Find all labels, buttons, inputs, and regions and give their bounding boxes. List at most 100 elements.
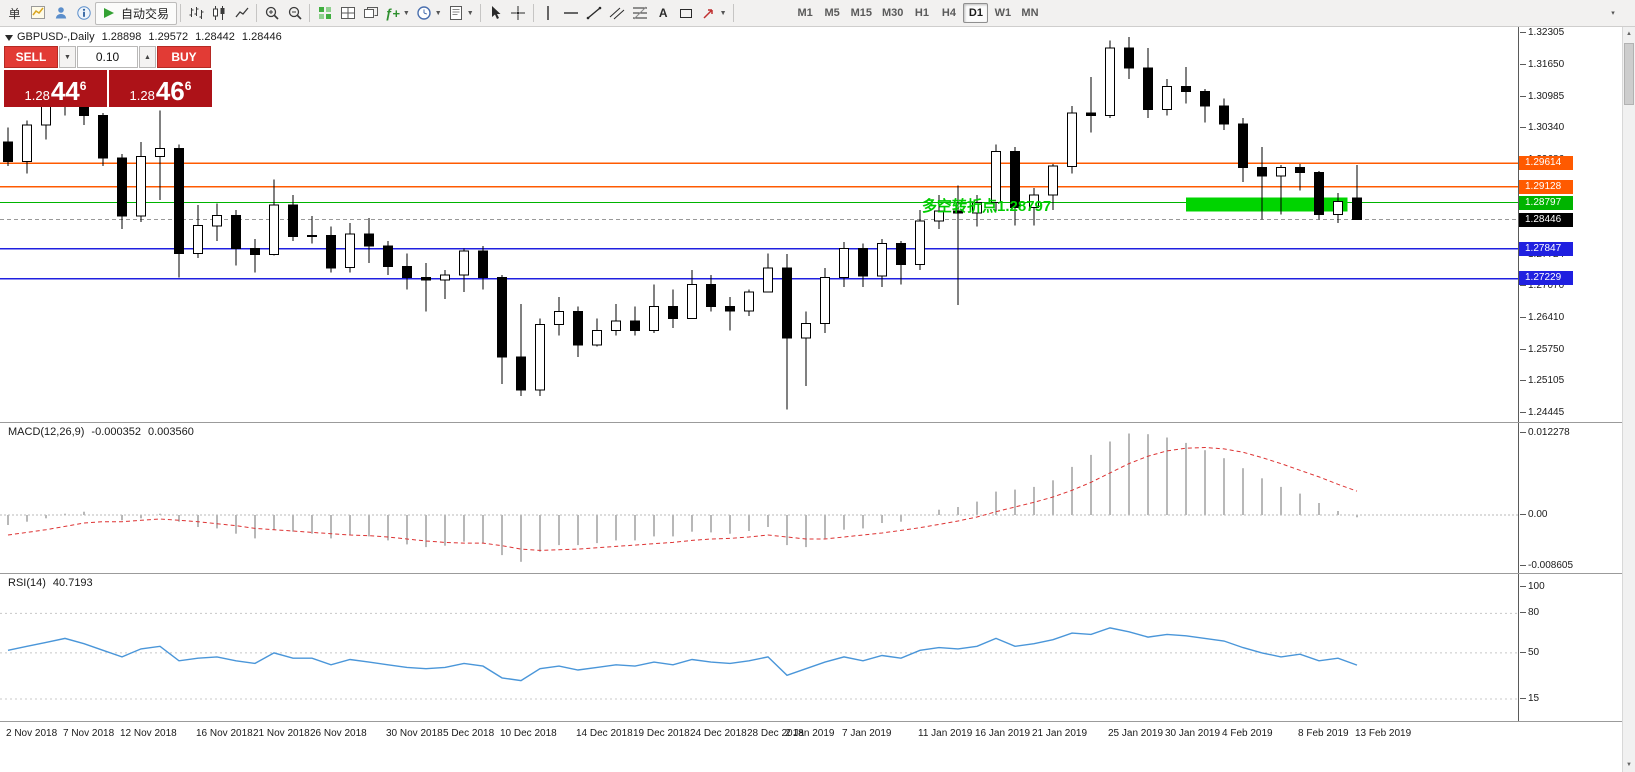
- macd-chart-area[interactable]: MACD(12,26,9) -0.000352 0.003560: [0, 423, 1518, 573]
- buy-price-display[interactable]: 1.28 46 6: [109, 70, 212, 107]
- chevron-down-icon: ▼: [466, 9, 474, 17]
- pivot-annotation-text[interactable]: 多空转折点1.28797: [922, 198, 1052, 215]
- price-axis-tick: 1.30985: [1519, 91, 1565, 102]
- date-label: 30 Nov 2018: [386, 728, 443, 739]
- macd-name: MACD(12,26,9): [8, 426, 85, 438]
- chevron-down-icon: ▼: [719, 9, 727, 17]
- zoom-in-icon[interactable]: [260, 2, 283, 25]
- price-axis-tick: 1.30340: [1519, 122, 1565, 133]
- indicators-button[interactable]: ƒ+ ▼: [382, 2, 413, 25]
- price-tag-1.28446[interactable]: 1.28446: [1519, 213, 1573, 227]
- price-tag-1.29614[interactable]: 1.29614: [1519, 156, 1573, 170]
- line-chart-icon[interactable]: [230, 2, 253, 25]
- crosshair-icon[interactable]: [507, 2, 530, 25]
- one-click-trading-panel: SELL ▼ 0.10 ▲ BUY 1.28 44 6 1.28 46 6: [4, 46, 212, 107]
- candlestick-chart-icon[interactable]: [207, 2, 230, 25]
- text-a-glyph: A: [658, 6, 668, 20]
- fibonacci-icon[interactable]: [629, 2, 652, 25]
- bar-chart-icon[interactable]: [184, 2, 207, 25]
- tile-windows-icon[interactable]: [336, 2, 359, 25]
- macd-axis: 0.012278 0.00 -0.008605: [1518, 423, 1622, 573]
- price-chart-area[interactable]: GBPUSD-,Daily 1.28898 1.29572 1.28442 1.…: [0, 27, 1518, 422]
- sell-price-display[interactable]: 1.28 44 6: [4, 70, 107, 107]
- rsi-value: 40.7193: [52, 577, 93, 589]
- ohlc-close: 1.28446: [241, 31, 282, 43]
- toolbar-overflow-icon[interactable]: ▾: [1601, 2, 1624, 25]
- zoom-out-icon[interactable]: [283, 2, 306, 25]
- timeframe-m1[interactable]: M1: [793, 3, 818, 23]
- horizontal-line-icon[interactable]: [560, 2, 583, 25]
- price-axis-tick: 1.25105: [1519, 375, 1565, 386]
- scrollbar-thumb[interactable]: [1624, 43, 1634, 105]
- date-label: 7 Jan 2019: [842, 728, 892, 739]
- timeframe-mn[interactable]: MN: [1017, 3, 1042, 23]
- equidistant-channel-icon[interactable]: [606, 2, 629, 25]
- templates-button[interactable]: ▼: [445, 2, 477, 25]
- price-tag-1.27847[interactable]: 1.27847: [1519, 242, 1573, 256]
- date-label: 28 Dec 2018: [747, 728, 804, 739]
- time-axis-row: 2 Nov 2018 7 Nov 2018 12 Nov 2018 16 Nov 20…: [0, 722, 1635, 772]
- price-tag-1.29128[interactable]: 1.29128: [1519, 180, 1573, 194]
- data-window-icon[interactable]: [72, 2, 95, 25]
- rsi-axis-tick: 50: [1519, 647, 1540, 658]
- price-tag-1.28797[interactable]: 1.28797: [1519, 196, 1573, 210]
- chevron-down-icon: ▼: [64, 53, 71, 61]
- timeframe-h1[interactable]: H1: [909, 3, 934, 23]
- timeframe-toolbar: M1 M5 M15 M30 H1 H4 D1 W1 MN: [793, 3, 1043, 23]
- price-chart-panel: GBPUSD-,Daily 1.28898 1.29572 1.28442 1.…: [0, 27, 1635, 423]
- timeframe-w1[interactable]: W1: [990, 3, 1015, 23]
- macd-axis-tick: 0.00: [1519, 509, 1548, 520]
- chart-ohlc-title: GBPUSD-,Daily 1.28898 1.29572 1.28442 1.…: [17, 31, 282, 43]
- cascade-windows-icon[interactable]: [359, 2, 382, 25]
- macd-main-value: -0.000352: [91, 426, 141, 438]
- new-chart-icon[interactable]: [26, 2, 49, 25]
- rsi-axis-tick: 15: [1519, 693, 1540, 704]
- scroll-down-icon[interactable]: ▼: [1626, 762, 1632, 768]
- time-axis[interactable]: 2 Nov 2018 7 Nov 2018 12 Nov 2018 16 Nov 20…: [0, 722, 1622, 772]
- toolbar-separator: [180, 4, 182, 22]
- sell-price-base: 1.28: [24, 88, 50, 103]
- scroll-up-icon[interactable]: ▲: [1626, 31, 1632, 37]
- toolbar-separator: [732, 4, 734, 22]
- price-tag-1.27229[interactable]: 1.27229: [1519, 271, 1573, 285]
- chart-symbol-period: GBPUSD-,Daily: [17, 31, 95, 43]
- sell-button[interactable]: SELL: [4, 46, 58, 68]
- trendline-icon[interactable]: [583, 2, 606, 25]
- date-label: 16 Nov 2018: [196, 728, 253, 739]
- vertical-line-icon[interactable]: [537, 2, 560, 25]
- volume-increase-button[interactable]: ▲: [139, 46, 156, 68]
- price-axis: 1.323051.316501.309851.303401.296861.290…: [1518, 27, 1622, 422]
- toolbar-separator: [256, 4, 258, 22]
- arrows-icon[interactable]: ▼: [698, 2, 730, 25]
- periods-button[interactable]: ▼: [413, 2, 445, 25]
- rsi-label: RSI(14) 40.7193: [8, 577, 93, 589]
- text-label-icon[interactable]: A: [652, 2, 675, 25]
- order-type-dropdown[interactable]: ▼: [59, 46, 76, 68]
- date-label: 2 Jan 2019: [785, 728, 835, 739]
- cursor-icon[interactable]: [484, 2, 507, 25]
- timeframe-h4[interactable]: H4: [936, 3, 961, 23]
- date-label: 24 Dec 2018: [690, 728, 747, 739]
- rsi-chart-area[interactable]: RSI(14) 40.7193: [0, 574, 1518, 721]
- indicators-list-icon[interactable]: [313, 2, 336, 25]
- new-order-button[interactable]: 单: [3, 2, 26, 25]
- volume-input[interactable]: 0.10: [77, 46, 138, 68]
- timeframe-m15[interactable]: M15: [847, 3, 876, 23]
- vertical-scrollbar[interactable]: ▲ ▼: [1622, 27, 1635, 772]
- price-axis-tick: 1.25750: [1519, 344, 1565, 355]
- rsi-axis-tick: 100: [1520, 581, 1545, 592]
- timeframe-m30[interactable]: M30: [878, 3, 907, 23]
- shapes-icon[interactable]: [675, 2, 698, 25]
- sell-price-pips: 44: [50, 76, 80, 106]
- chart-window: GBPUSD-,Daily 1.28898 1.29572 1.28442 1.…: [0, 27, 1635, 772]
- timeframe-m5[interactable]: M5: [820, 3, 845, 23]
- profiles-icon[interactable]: [49, 2, 72, 25]
- autotrading-button[interactable]: 自动交易: [95, 1, 178, 25]
- toolbar-separator: [532, 4, 534, 22]
- one-click-collapse-icon[interactable]: [5, 35, 13, 41]
- new-order-label: 单: [8, 6, 21, 21]
- date-label: 13 Feb 2019: [1355, 728, 1412, 739]
- date-label: 11 Jan 2019: [918, 728, 973, 739]
- buy-button[interactable]: BUY: [157, 46, 211, 68]
- timeframe-d1[interactable]: D1: [963, 3, 989, 23]
